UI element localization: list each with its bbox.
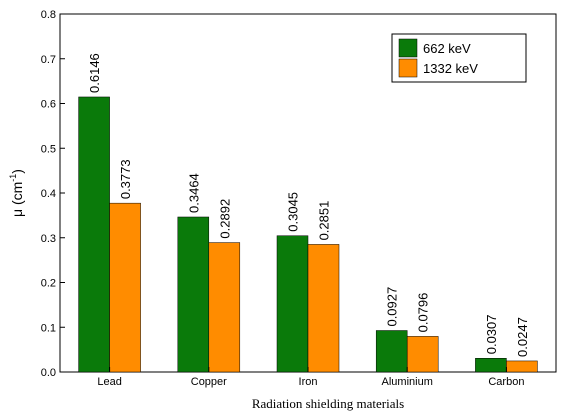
data-label: 0.2851 — [317, 201, 332, 241]
data-label: 0.3773 — [118, 159, 133, 199]
y-tick-label: 0.3 — [41, 233, 56, 245]
legend-label-1332kev: 1332 keV — [423, 61, 478, 76]
bar-lead-1332kev — [109, 202, 141, 373]
bar-iron-1332kev — [307, 244, 340, 373]
x-tick-label: Lead — [97, 376, 121, 388]
data-label: 0.3464 — [186, 173, 201, 213]
data-label: 0.0247 — [515, 317, 530, 357]
x-axis-label: Radiation shielding materials — [252, 396, 404, 411]
y-tick-label: 0.1 — [41, 322, 56, 334]
legend-swatch-1332kev — [398, 58, 418, 78]
data-label: 0.0796 — [416, 293, 431, 333]
y-tick-label: 0.7 — [41, 54, 56, 66]
legend-label-662kev: 662 keV — [423, 41, 471, 56]
y-axis-label-close: ) — [9, 169, 25, 174]
y-tick-label: 0.6 — [41, 99, 56, 111]
legend-swatch-662kev — [398, 38, 418, 58]
x-tick-label: Aluminium — [382, 376, 433, 388]
x-tick-label: Carbon — [488, 376, 524, 388]
x-tick-label: Iron — [299, 376, 318, 388]
bar-copper-1332kev — [208, 242, 241, 373]
y-axis-label-main: μ (cm — [9, 182, 25, 217]
y-axis: 0.0 0.1 0.2 0.3 0.4 0.5 0.6 0.7 0.8 — [41, 9, 65, 379]
bar-aluminium-1332kev — [406, 336, 439, 373]
bar-lead-662kev — [78, 96, 110, 373]
data-label: 0.0307 — [484, 314, 499, 354]
y-axis-label: μ (cm-1) — [8, 169, 25, 217]
y-tick-label: 0.4 — [41, 188, 56, 200]
bar-carbon-662kev — [475, 358, 507, 373]
bar-iron-662kev — [276, 235, 309, 373]
y-tick-label: 0.0 — [41, 367, 56, 379]
y-axis-label-superscript: -1 — [8, 174, 18, 182]
data-label: 0.0927 — [385, 287, 400, 327]
x-axis: Lead Copper Iron Aluminium Carbon — [97, 367, 524, 388]
bar-carbon-1332kev — [506, 360, 538, 373]
y-tick-label: 0.8 — [41, 9, 56, 21]
y-tick-label: 0.5 — [41, 143, 56, 155]
x-tick-label: Copper — [191, 376, 227, 388]
data-label: 0.2892 — [217, 199, 232, 239]
legend: 662 keV 1332 keV — [391, 33, 527, 83]
bars: 0.6146 0.3773 0.3464 0.2892 0.3045 0.2851 0.09… — [78, 53, 538, 373]
bar-aluminium-662kev — [375, 330, 408, 373]
data-label: 0.6146 — [87, 53, 102, 93]
data-label: 0.3045 — [286, 192, 301, 232]
y-tick-label: 0.2 — [41, 278, 56, 290]
bar-copper-662kev — [177, 216, 210, 373]
